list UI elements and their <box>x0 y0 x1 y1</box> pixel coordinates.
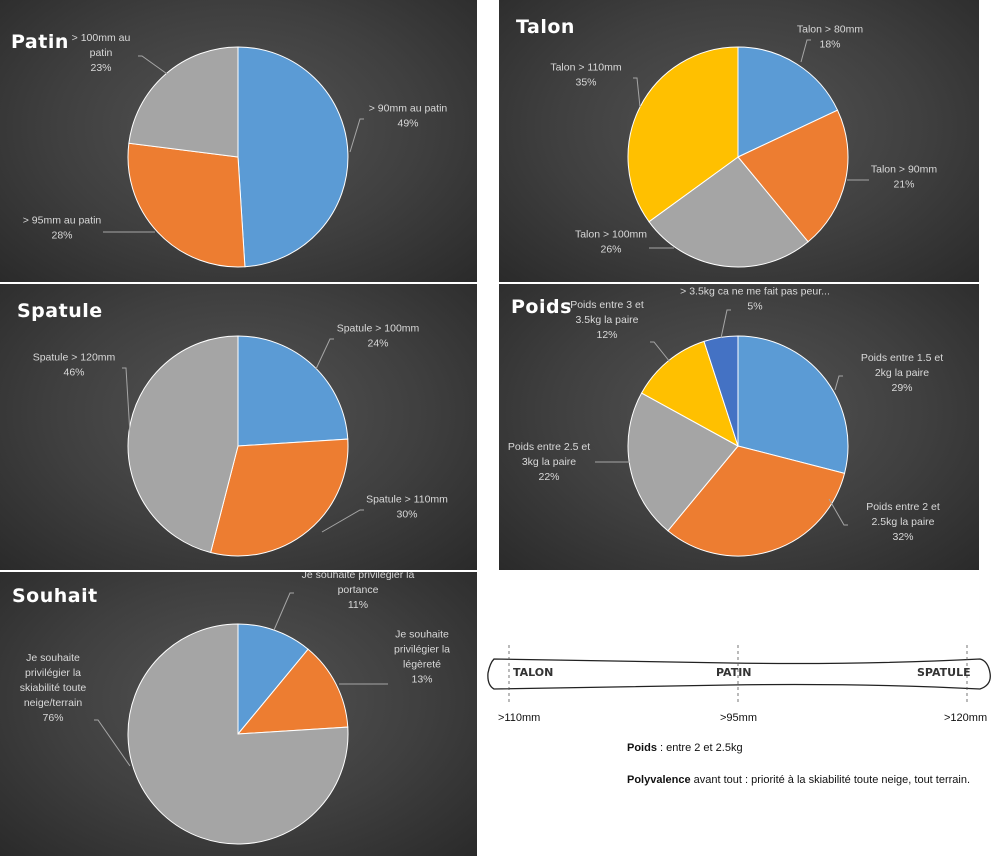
poids-slice-3 <box>640 340 739 448</box>
ski-talon-label: TALON <box>513 666 553 679</box>
souhait-chart-panel: Souhait Je souhaite privilégier la portan… <box>0 572 477 856</box>
patin-slice-0 <box>237 46 349 268</box>
spatule-pie-chart: Spatule > 100mm 24% Spatule > 110mm 30% Spat… <box>33 323 448 557</box>
poids-label-4: > 3.5kg ca ne me fait pas peur... 5% <box>680 286 830 313</box>
souhait-leader-2 <box>94 719 131 767</box>
polyvalence-summary-label: Polyvalence <box>627 774 691 786</box>
talon-slice-1 <box>737 109 849 243</box>
talon-measure: >110mm <box>498 712 540 724</box>
spatule-label-1: Spatule > 110mm 30% <box>366 494 448 521</box>
poids-summary-label: Poids <box>627 742 657 754</box>
talon-leader-0 <box>800 39 811 63</box>
poids-leader-0 <box>834 375 843 391</box>
poids-label-1: Poids entre 2 et 2.5kg la paire 32% <box>866 501 940 543</box>
spatule-slice-2 <box>127 335 239 554</box>
patin-chart-panel: Patin > 90mm au patin 49% > 95mm au patin 2… <box>0 0 477 282</box>
poids-slice-2 <box>627 392 739 532</box>
ski-outline <box>487 658 991 690</box>
spatule-slice-1 <box>210 438 349 557</box>
souhait-label-2: Je souhaite privilégier la skiabilité tout… <box>20 652 87 724</box>
poids-label-3: Poids entre 3 et 3.5kg la paire 12% <box>570 299 644 341</box>
talon-label-1: Talon > 90mm 21% <box>871 164 937 191</box>
talon-slice-3 <box>627 46 739 223</box>
poids-chart-panel: Poids Poids entre 1.5 et 2kg la paire 29% P… <box>499 284 979 570</box>
patin-slice-1 <box>127 142 246 268</box>
spatule-label-2: Spatule > 120mm 46% <box>33 352 116 379</box>
spatule-leader-1 <box>321 509 364 533</box>
souhait-label-0: Je souhaite privilégier la portance 11% <box>302 572 415 611</box>
talon-chart-panel: Talon Talon > 80mm 18% Talon > 90mm 21% Talo… <box>499 0 979 282</box>
patin-label-0: > 90mm au patin 49% <box>369 103 448 130</box>
patin-slice-2 <box>128 46 239 158</box>
souhait-slice-0 <box>237 623 309 736</box>
patin-label-1: > 95mm au patin 28% <box>23 215 102 242</box>
spatule-leader-2 <box>122 367 131 435</box>
souhait-slice-1 <box>236 648 349 735</box>
souhait-label-1: Je souhaite privilégier la légèreté 13% <box>394 629 450 686</box>
spatule-leader-0 <box>315 338 334 370</box>
souhait-slice-2 <box>127 623 349 845</box>
patin-leader-2 <box>138 55 171 77</box>
spatule-slice-0 <box>237 335 349 447</box>
talon-leader-3 <box>633 77 641 108</box>
spatule-label-0: Spatule > 100mm 24% <box>337 323 420 350</box>
spatule-chart-title: Spatule <box>17 300 103 322</box>
ski-patin-label: PATIN <box>716 666 752 679</box>
talon-label-2: Talon > 100mm 26% <box>575 229 647 256</box>
spatule-measure: >120mm <box>944 712 987 724</box>
patin-leader-0 <box>349 118 364 153</box>
ski-spatule-label: SPATULE <box>917 666 971 679</box>
poids-leader-1 <box>828 498 848 526</box>
poids-slice-1 <box>667 445 846 557</box>
polyvalence-summary-text: avant tout : priorité à la skiabilité to… <box>690 774 971 786</box>
polyvalence-summary: Polyvalence avant tout : priorité à la s… <box>627 774 970 786</box>
souhait-pie-chart: Je souhaite privilégier la portance 11% Je … <box>20 572 450 845</box>
talon-pie-chart: Talon > 80mm 18% Talon > 90mm 21% Talon > 10… <box>550 24 937 268</box>
souhait-chart-title: Souhait <box>12 585 98 607</box>
talon-label-3: Talon > 110mm 35% <box>550 62 622 89</box>
ski-shape-diagram: TALON PATIN SPATULE >110mm >95mm >120mm <box>487 645 991 724</box>
talon-slice-2 <box>648 156 809 268</box>
talon-slice-0 <box>737 46 839 158</box>
poids-label-2: Poids entre 2.5 et 3kg la paire 22% <box>508 441 590 483</box>
poids-chart-title: Poids <box>511 296 572 318</box>
patin-measure: >95mm <box>720 712 757 724</box>
souhait-leader-0 <box>273 592 294 631</box>
poids-leader-3 <box>650 341 671 363</box>
poids-leader-4 <box>720 309 731 339</box>
poids-summary-text: : entre 2 et 2.5kg <box>656 742 743 754</box>
spatule-chart-panel: Spatule Spatule > 100mm 24% Spatule > 110m… <box>0 284 477 570</box>
patin-pie-chart: > 90mm au patin 49% > 95mm au patin 28% > 10… <box>23 32 448 268</box>
patin-chart-title: Patin <box>11 31 69 53</box>
poids-summary: Poids : entre 2 et 2.5kg <box>627 742 743 754</box>
poids-label-0: Poids entre 1.5 et 2kg la paire 29% <box>861 352 943 394</box>
poids-slice-0 <box>737 335 849 474</box>
poids-pie-chart: Poids entre 1.5 et 2kg la paire 29% Poids e… <box>508 286 943 557</box>
talon-label-0: Talon > 80mm 18% <box>797 24 863 51</box>
patin-label-2: > 100mm au patin 23% <box>72 32 131 74</box>
talon-chart-title: Talon <box>516 16 575 38</box>
